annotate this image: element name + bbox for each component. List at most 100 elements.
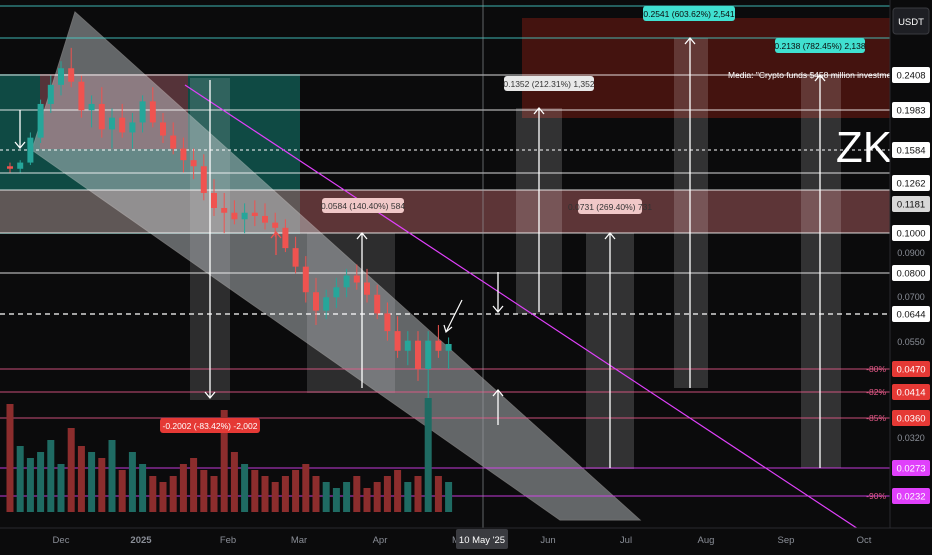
- volume-bar: [302, 464, 310, 512]
- volume-bar: [220, 410, 228, 512]
- time-tick: Oct: [857, 535, 872, 546]
- volume-bar: [98, 458, 106, 512]
- volume-bar: [414, 476, 422, 512]
- volume-bar: [6, 404, 14, 512]
- volume-bar: [404, 482, 412, 512]
- crosshair-date: 10 May '25: [459, 535, 505, 546]
- measure-label-5-bg: [775, 38, 865, 53]
- candle-body: [241, 212, 248, 220]
- measure-label-1: 0.0584 (140.40%) 584: [321, 201, 405, 211]
- measure-box-5: [801, 75, 841, 468]
- drop-label: -0.2002 (-83.42%) -2,002: [163, 421, 258, 431]
- time-tick: Sep: [778, 535, 795, 546]
- volume-bar: [139, 464, 147, 512]
- price-tag: [892, 460, 930, 476]
- price-tick: 0.0550: [897, 337, 925, 347]
- volume-bar: [149, 476, 157, 512]
- volume-bar: [271, 482, 279, 512]
- measure-label-2-bg: [504, 76, 594, 91]
- measure-label-4-bg: [643, 6, 735, 21]
- measure-arrow-4-head: [684, 36, 696, 45]
- candle-body: [190, 160, 197, 167]
- volume-bar: [332, 488, 340, 512]
- candle-body: [58, 68, 64, 85]
- trend-line: [184, 84, 891, 551]
- price-tag-label: 0.0232: [896, 492, 925, 503]
- price-tag-label: 0.0800: [896, 269, 925, 280]
- entry-arrow-up-head: [492, 388, 504, 397]
- volume-bar: [434, 476, 442, 512]
- volume-bar: [169, 476, 177, 512]
- price-tag: [892, 67, 930, 83]
- candle-body: [272, 222, 279, 228]
- price-tag-label: 0.0273: [896, 464, 925, 475]
- candle-body: [149, 101, 156, 123]
- measure-label-1-bg: [322, 198, 404, 213]
- price-tag-label: 0.1262: [896, 179, 925, 190]
- volume-bar: [353, 476, 361, 512]
- symbol-label: ZK: [836, 123, 892, 172]
- candle-body: [404, 340, 411, 351]
- time-tick: Feb: [220, 535, 236, 546]
- volume-bar: [200, 470, 208, 512]
- volume-bar: [394, 470, 402, 512]
- pointer-arrow-head: [443, 324, 453, 334]
- candle-body: [425, 340, 432, 369]
- arrow-down-left-head: [14, 141, 26, 150]
- price-tag-label: 0.0470: [896, 365, 925, 376]
- candle-body: [262, 215, 268, 223]
- measure-label-3: 0.0731 (269.40%) 731: [568, 202, 652, 212]
- candle-body: [139, 101, 146, 123]
- volume-bar: [16, 446, 24, 512]
- candle-body: [292, 248, 299, 267]
- measure-label-2: 0.1352 (212.31%) 1,352: [503, 79, 594, 89]
- price-tag-label: 0.2408: [896, 71, 925, 82]
- price-tick: 0.0320: [897, 433, 925, 443]
- price-tick: 0.0700: [897, 292, 925, 302]
- volume-bar: [108, 440, 116, 512]
- volume-bar: [159, 482, 167, 512]
- measure-label-5: 0.2138 (782.45%) 2,138: [774, 41, 865, 51]
- currency-button[interactable]: [892, 7, 930, 35]
- candle-body: [129, 122, 136, 133]
- price-tag: [892, 175, 930, 191]
- volume-bar: [230, 452, 238, 512]
- candle-body: [160, 122, 166, 136]
- candle-body: [37, 103, 44, 138]
- price-tag: [892, 142, 930, 158]
- volume-bar: [88, 452, 96, 512]
- candle-body: [119, 117, 126, 133]
- price-tick: 0.0900: [897, 248, 925, 258]
- price-tag-label: 0.0414: [896, 388, 925, 399]
- candle-body: [78, 81, 85, 111]
- candle-body: [435, 340, 442, 351]
- time-tick: Apr: [373, 535, 388, 546]
- volume-bar: [77, 446, 85, 512]
- candle-body: [170, 135, 177, 149]
- volume-bar: [37, 452, 45, 512]
- price-tag: [892, 488, 930, 504]
- volume-bar: [292, 470, 300, 512]
- candle-body: [302, 266, 309, 293]
- candle-body: [180, 148, 187, 161]
- time-tick: Mar: [291, 535, 307, 546]
- time-tick: Jun: [540, 535, 555, 546]
- candle-body: [221, 207, 228, 213]
- price-tag: [892, 196, 930, 212]
- candle-body: [415, 340, 421, 369]
- fib-label: -82%: [866, 387, 886, 397]
- measure-arrow-2-head: [533, 106, 545, 115]
- volume-bar: [210, 476, 218, 512]
- candle-body: [231, 212, 238, 220]
- volume-bar: [251, 470, 259, 512]
- time-tick: 2025: [130, 535, 152, 546]
- candle-body: [374, 294, 381, 314]
- volume-bar: [281, 476, 289, 512]
- falling-wedge: [31, 11, 642, 521]
- candle-body: [88, 103, 95, 111]
- volume-bar: [26, 458, 34, 512]
- price-tag-label: 0.1000: [896, 229, 925, 240]
- volume-bar: [373, 482, 381, 512]
